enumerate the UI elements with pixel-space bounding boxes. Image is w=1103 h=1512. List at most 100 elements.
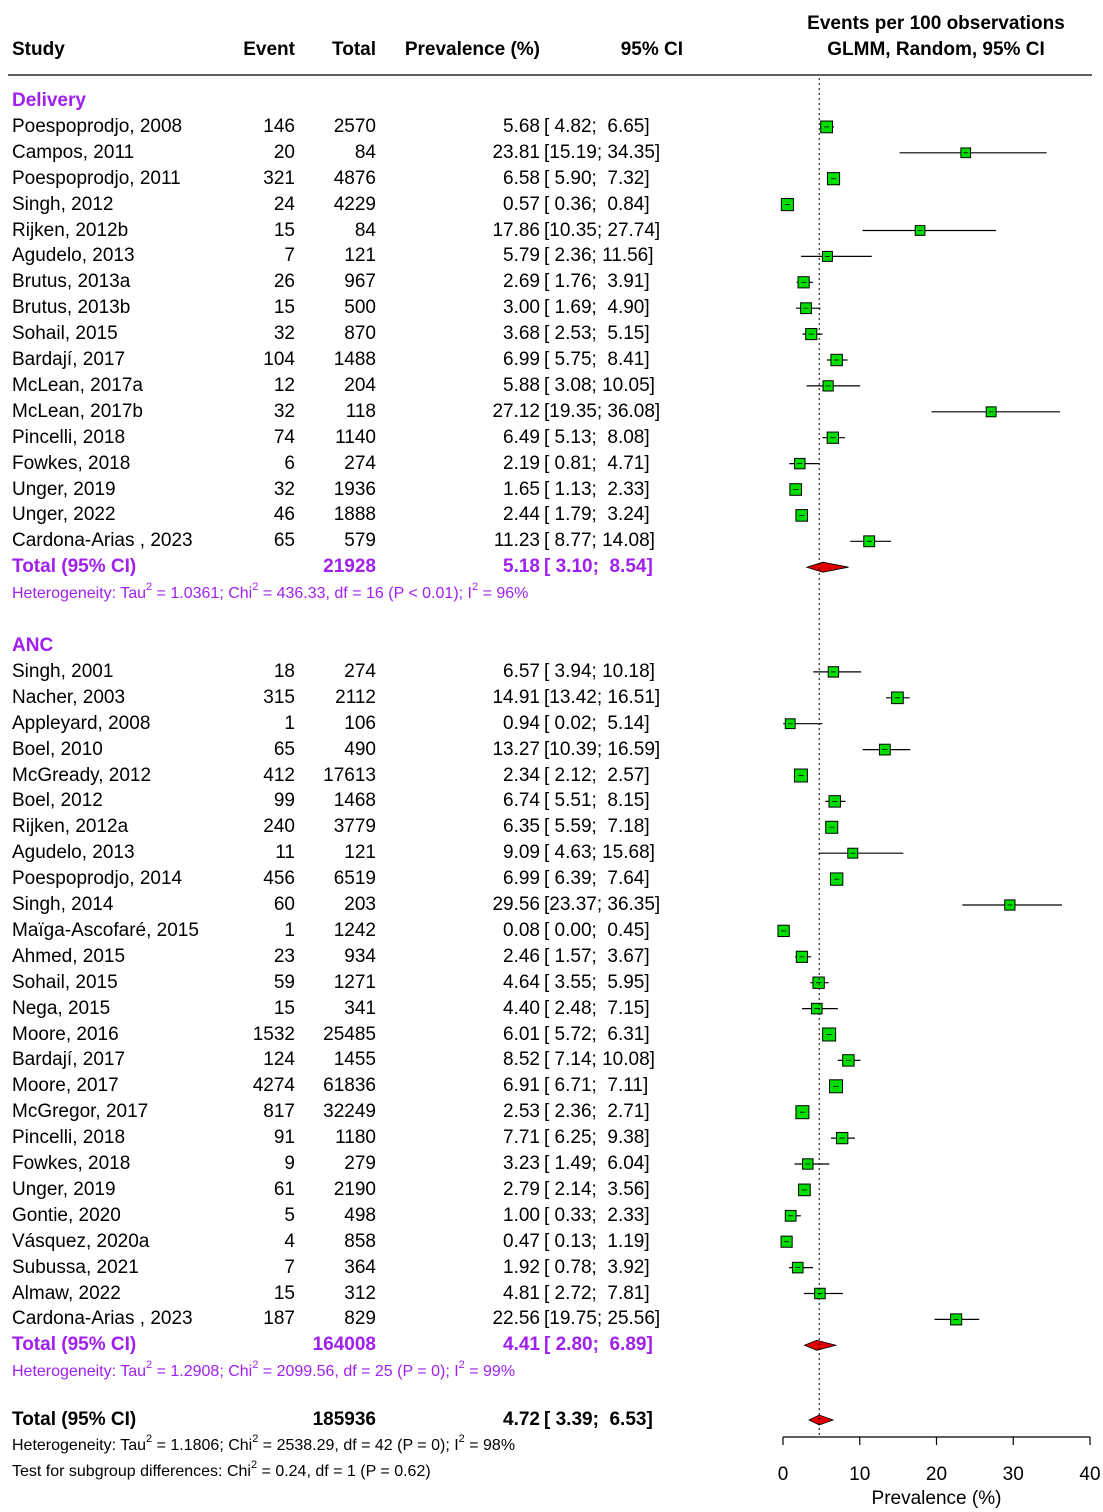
study-label: Agudelo, 2013 — [12, 842, 135, 864]
study-event: 74 — [273, 426, 295, 448]
overall-total-label: Total (95% CI) — [12, 1409, 137, 1430]
study-event: 91 — [273, 1127, 295, 1149]
study-event: 26 — [273, 271, 295, 293]
study-label: Brutus, 2013b — [12, 297, 131, 319]
study-label: Fowkes, 2018 — [12, 452, 131, 474]
study-ci: [19.75; 25.56] — [544, 1308, 661, 1330]
study-event: 817 — [263, 1101, 295, 1123]
subgroup-difference-test: Test for subgroup differences: Chi2 = 0.… — [12, 1458, 431, 1480]
study-total: 121 — [344, 842, 376, 864]
x-tick-label: 10 — [849, 1464, 871, 1485]
overall-ci: [ 3.39; 6.53] — [544, 1409, 653, 1430]
study-label: Gontie, 2020 — [12, 1204, 121, 1226]
study-label: McLean, 2017a — [12, 374, 143, 396]
study-total: 1936 — [333, 478, 376, 500]
study-event: 32 — [273, 323, 295, 345]
study-ci: [ 2.36; 2.71] — [544, 1101, 650, 1123]
study-total: 32249 — [323, 1101, 376, 1123]
study-prevalence: 6.49 — [503, 426, 540, 448]
overall-prevalence: 4.72 — [503, 1409, 540, 1430]
study-total: 1242 — [333, 919, 376, 941]
x-axis-label: Prevalence (%) — [871, 1488, 1002, 1509]
study-total: 17613 — [323, 764, 376, 786]
study-total: 364 — [344, 1256, 376, 1278]
study-label: Campos, 2011 — [12, 141, 135, 163]
study-ci: [ 5.90; 7.32] — [544, 167, 650, 189]
study-event: 11 — [275, 842, 295, 864]
study-total: 274 — [344, 452, 376, 474]
x-tick-label: 40 — [1079, 1464, 1101, 1485]
study-total: 1488 — [333, 349, 376, 370]
study-prevalence: 1.00 — [503, 1204, 540, 1226]
study-prevalence: 6.74 — [503, 790, 540, 812]
study-event: 59 — [273, 971, 295, 993]
study-prevalence: 4.81 — [503, 1282, 540, 1304]
study-prevalence: 3.68 — [503, 323, 540, 345]
study-total: 500 — [344, 297, 376, 319]
study-ci: [ 5.13; 8.08] — [544, 426, 650, 448]
study-event: 1532 — [252, 1023, 295, 1045]
subgroup-diamond — [805, 561, 849, 573]
study-label: Moore, 2017 — [12, 1075, 119, 1097]
study-event: 46 — [273, 504, 295, 526]
study-ci: [ 4.63; 15.68] — [544, 842, 655, 864]
study-label: Rijken, 2012a — [12, 816, 129, 838]
study-ci: [ 1.13; 2.33] — [544, 478, 650, 500]
study-total: 967 — [344, 271, 376, 293]
subgroup-title: Delivery — [12, 90, 86, 111]
study-label: Bardají, 2017 — [12, 349, 126, 370]
study-label: Boel, 2010 — [12, 738, 103, 760]
study-event: 1 — [284, 712, 295, 734]
study-event: 7 — [284, 1256, 295, 1278]
study-prevalence: 2.19 — [503, 452, 540, 474]
study-total: 341 — [344, 997, 376, 1019]
study-prevalence: 11.23 — [493, 530, 540, 552]
study-ci: [10.39; 16.59] — [544, 738, 661, 760]
subgroup-total-prevalence: 5.18 — [503, 556, 540, 578]
study-event: 18 — [273, 660, 295, 682]
study-prevalence: 2.79 — [503, 1178, 540, 1200]
study-label: Bardají, 2017 — [12, 1049, 126, 1071]
subgroup-total-n: 21928 — [323, 556, 376, 578]
study-event: 1 — [284, 919, 295, 941]
study-total: 1455 — [333, 1049, 376, 1071]
header-right-title-2: GLMM, Random, 95% CI — [827, 39, 1045, 60]
study-ci: [ 3.55; 5.95] — [544, 971, 650, 993]
study-label: Pincelli, 2018 — [12, 1127, 126, 1149]
subgroup-total-n: 164008 — [312, 1334, 376, 1356]
study-total: 6519 — [333, 868, 376, 890]
x-tick-label: 0 — [777, 1464, 789, 1485]
study-total: 579 — [344, 530, 376, 552]
study-total: 490 — [344, 738, 376, 760]
study-prevalence: 8.52 — [503, 1049, 540, 1071]
study-event: 15 — [273, 219, 295, 241]
study-prevalence: 6.91 — [503, 1075, 540, 1097]
study-prevalence: 6.35 — [503, 816, 540, 838]
header-right-title-1: Events per 100 observations — [807, 13, 1065, 34]
study-ci: [ 0.00; 0.45] — [544, 919, 650, 941]
study-total: 312 — [344, 1282, 376, 1304]
study-total: 203 — [344, 894, 376, 915]
study-total: 279 — [344, 1153, 376, 1174]
study-total: 870 — [344, 323, 376, 345]
subgroup-title: ANC — [12, 635, 54, 656]
header-ci: 95% CI — [620, 39, 683, 60]
study-prevalence: 27.12 — [492, 400, 540, 422]
study-event: 146 — [263, 115, 295, 137]
study-label: Nacher, 2003 — [12, 686, 126, 708]
study-total: 1888 — [333, 504, 376, 526]
study-label: Unger, 2019 — [12, 1178, 116, 1200]
study-label: Almaw, 2022 — [12, 1282, 121, 1304]
study-label: Ahmed, 2015 — [12, 945, 126, 967]
study-total: 4876 — [333, 167, 376, 189]
study-ci: [ 5.51; 8.15] — [544, 790, 650, 812]
study-event: 65 — [273, 530, 295, 552]
study-label: Appleyard, 2008 — [12, 712, 151, 734]
study-ci: [ 2.48; 7.15] — [544, 997, 650, 1019]
study-prevalence: 0.57 — [503, 193, 540, 215]
header-event: Event — [243, 39, 295, 60]
study-label: Singh, 2012 — [12, 193, 114, 215]
study-prevalence: 9.09 — [503, 842, 540, 864]
study-ci: [ 3.94; 10.18] — [544, 660, 655, 682]
study-total: 1271 — [333, 971, 376, 993]
